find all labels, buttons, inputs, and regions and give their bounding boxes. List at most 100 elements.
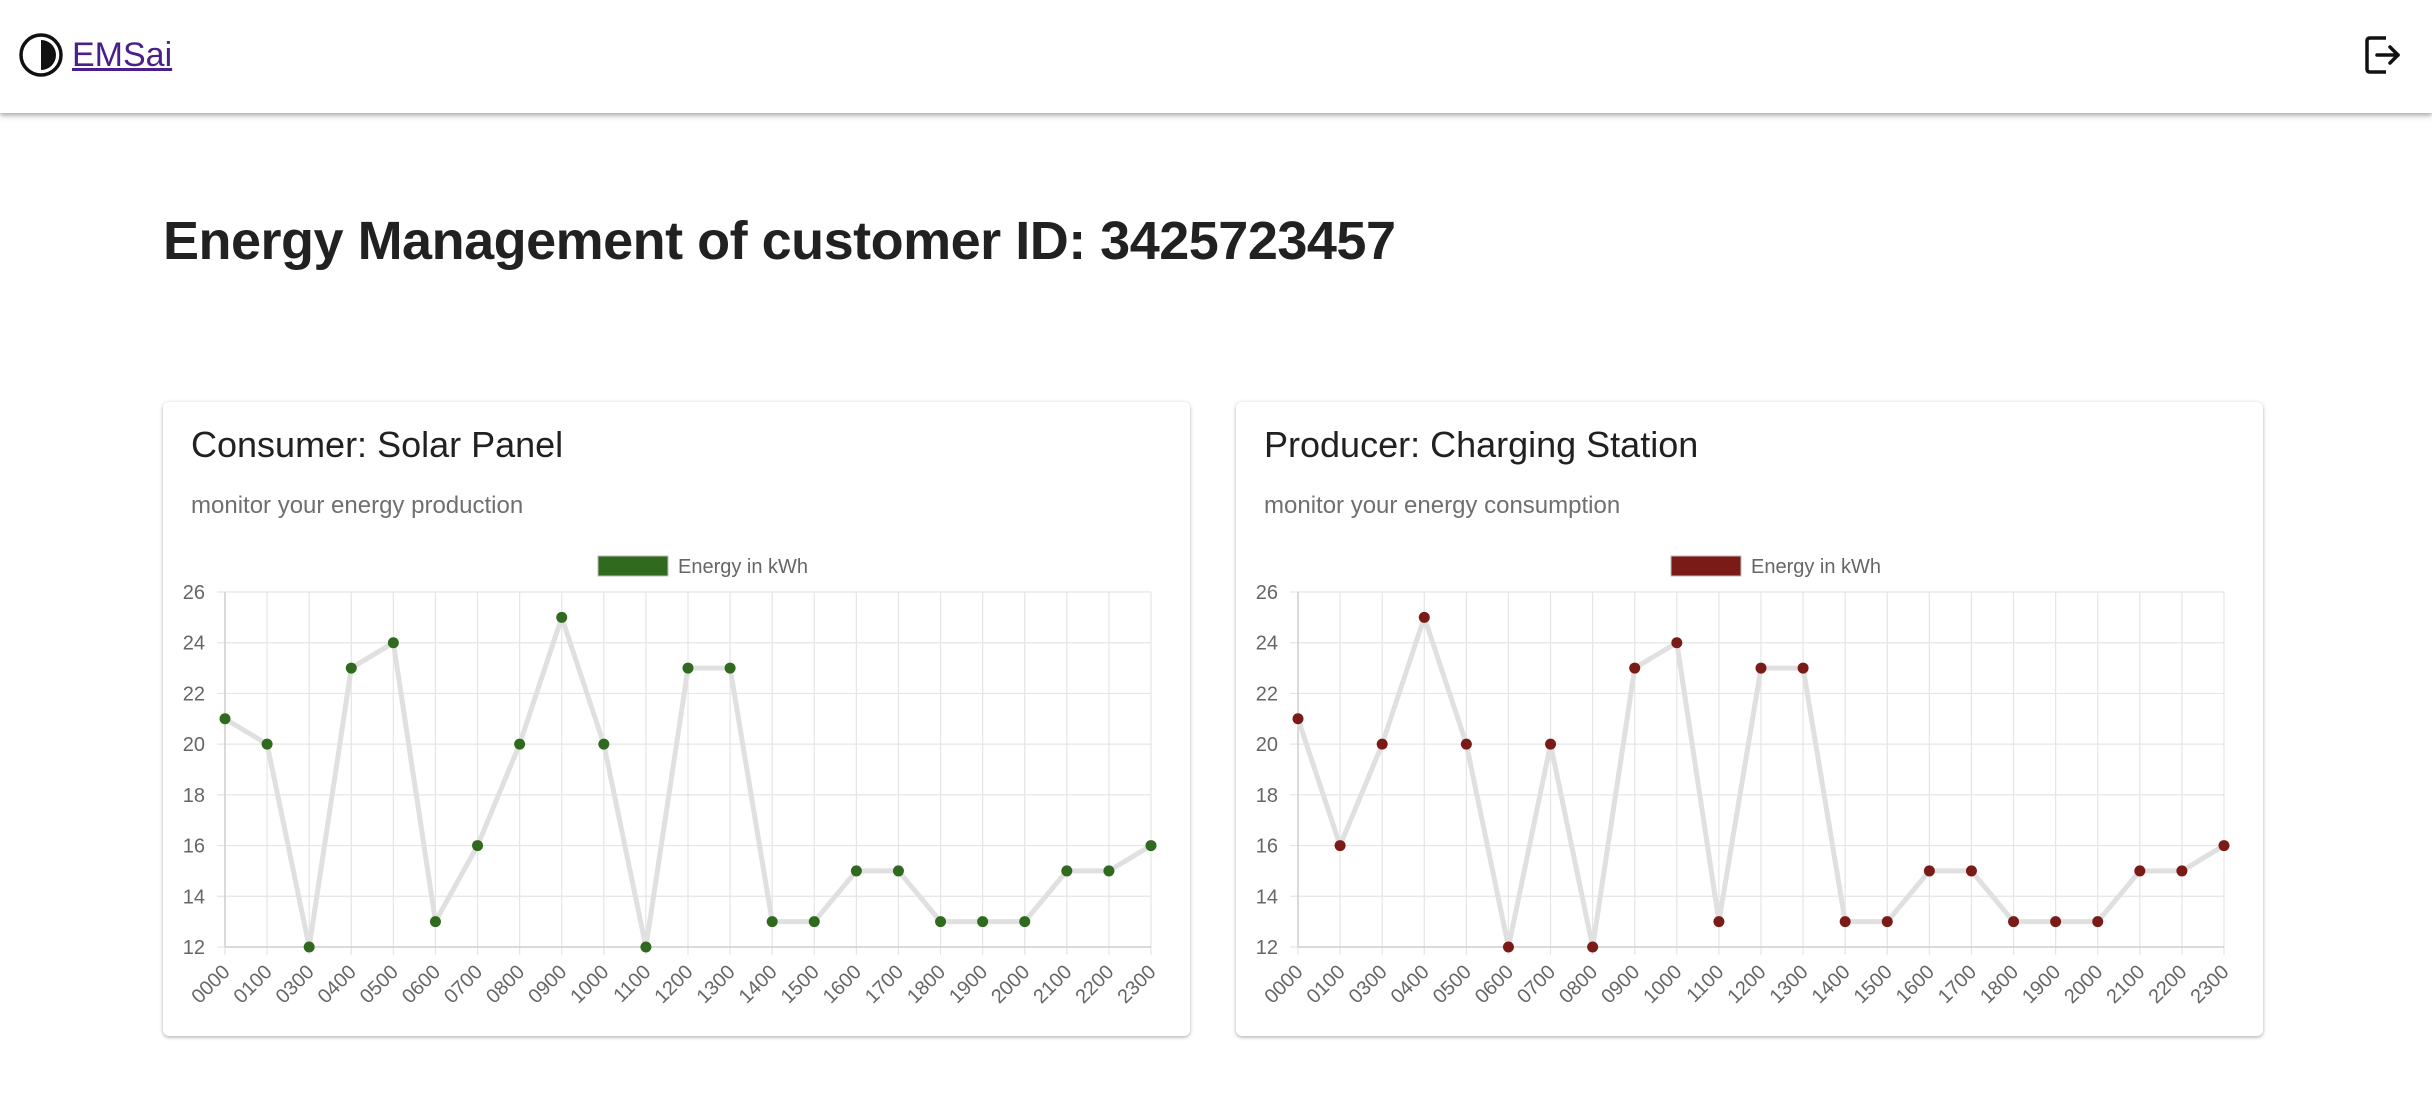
data-point bbox=[766, 916, 778, 928]
page-title: Energy Management of customer ID: 342572… bbox=[163, 211, 1396, 271]
y-tick-label: 14 bbox=[183, 886, 205, 908]
data-point bbox=[1019, 916, 1031, 928]
y-tick-label: 14 bbox=[1256, 886, 1278, 908]
data-point bbox=[2218, 840, 2230, 852]
x-tick-label: 0600 bbox=[398, 961, 445, 1008]
data-point bbox=[1839, 916, 1851, 928]
data-point bbox=[724, 662, 736, 674]
data-point bbox=[219, 713, 231, 725]
data-point bbox=[2092, 916, 2104, 928]
data-point bbox=[472, 840, 484, 852]
y-tick-label: 16 bbox=[1256, 836, 1278, 858]
data-point bbox=[1755, 662, 1767, 674]
y-tick-label: 18 bbox=[183, 785, 205, 807]
y-tick-label: 22 bbox=[1256, 683, 1278, 705]
data-point bbox=[1292, 713, 1304, 725]
x-tick-label: 1500 bbox=[1850, 961, 1897, 1008]
data-point bbox=[682, 662, 694, 674]
data-point bbox=[598, 738, 610, 750]
x-tick-label: 2200 bbox=[1071, 961, 1118, 1008]
x-tick-label: 0100 bbox=[1303, 961, 1350, 1008]
card-subtitle: monitor your energy production bbox=[191, 492, 524, 519]
x-tick-label: 1100 bbox=[1682, 961, 1728, 1007]
data-point bbox=[1460, 738, 1472, 750]
y-tick-label: 12 bbox=[1256, 937, 1278, 959]
y-tick-label: 24 bbox=[183, 633, 205, 655]
y-tick-label: 20 bbox=[183, 734, 205, 756]
data-point bbox=[387, 637, 399, 649]
data-point bbox=[935, 916, 947, 928]
legend-swatch bbox=[1670, 555, 1742, 577]
data-point bbox=[1061, 865, 1073, 877]
data-point bbox=[556, 611, 568, 623]
x-tick-label: 0700 bbox=[440, 961, 487, 1008]
data-point bbox=[977, 916, 989, 928]
producer-card: Producer: Charging Station monitor your … bbox=[1236, 402, 2263, 1036]
data-point bbox=[345, 662, 357, 674]
logout-button[interactable] bbox=[2360, 32, 2406, 78]
x-tick-label: 1600 bbox=[819, 961, 866, 1008]
data-point bbox=[808, 916, 820, 928]
data-point bbox=[1145, 840, 1157, 852]
x-tick-label: 2200 bbox=[2144, 961, 2191, 1008]
data-point bbox=[640, 941, 652, 953]
data-point bbox=[429, 916, 441, 928]
data-point bbox=[1797, 662, 1809, 674]
legend-label: Energy in kWh bbox=[678, 556, 808, 578]
y-tick-label: 22 bbox=[183, 683, 205, 705]
y-tick-label: 12 bbox=[183, 937, 205, 959]
x-tick-label: 1800 bbox=[1976, 961, 2023, 1008]
x-tick-label: 1900 bbox=[945, 961, 992, 1008]
data-point bbox=[850, 865, 862, 877]
x-tick-label: 0400 bbox=[1387, 961, 1434, 1008]
x-tick-label: 0700 bbox=[1513, 961, 1560, 1008]
x-tick-label: 0600 bbox=[1471, 961, 1518, 1008]
x-tick-label: 0300 bbox=[272, 961, 319, 1008]
data-point bbox=[1587, 941, 1599, 953]
x-tick-label: 0400 bbox=[314, 961, 361, 1008]
chart-legend: Energy in kWh bbox=[1670, 555, 1881, 578]
data-point bbox=[1376, 738, 1388, 750]
data-point bbox=[1881, 916, 1893, 928]
data-point bbox=[2008, 916, 2020, 928]
legend-label: Energy in kWh bbox=[1751, 556, 1881, 578]
x-tick-label: 0100 bbox=[230, 961, 277, 1008]
data-point bbox=[2050, 916, 2062, 928]
data-point bbox=[1334, 840, 1346, 852]
x-tick-label: 0300 bbox=[1345, 961, 1392, 1008]
x-tick-label: 1300 bbox=[693, 961, 740, 1008]
x-tick-label: 0000 bbox=[188, 961, 235, 1008]
y-tick-label: 18 bbox=[1256, 785, 1278, 807]
y-tick-label: 24 bbox=[1256, 633, 1278, 655]
chart-legend: Energy in kWh bbox=[597, 555, 808, 578]
x-tick-label: 1400 bbox=[735, 961, 782, 1008]
x-tick-label: 1200 bbox=[1724, 961, 1771, 1008]
data-point bbox=[1502, 941, 1514, 953]
brand-link[interactable]: EMSai bbox=[18, 30, 172, 80]
x-tick-label: 1700 bbox=[1934, 961, 1981, 1008]
x-tick-label: 2100 bbox=[1029, 961, 1076, 1008]
x-tick-label: 0500 bbox=[1429, 961, 1476, 1008]
x-tick-label: 1800 bbox=[903, 961, 950, 1008]
data-point bbox=[1965, 865, 1977, 877]
data-point bbox=[261, 738, 273, 750]
data-point bbox=[2134, 865, 2146, 877]
x-tick-label: 0800 bbox=[1555, 961, 1602, 1008]
half-circle-contrast-icon bbox=[19, 33, 63, 77]
x-tick-label: 0900 bbox=[524, 961, 571, 1008]
data-point bbox=[1923, 865, 1935, 877]
x-tick-label: 1200 bbox=[651, 961, 698, 1008]
producer-energy-chart: Energy in kWh 12 14 16 18 20 22 24 26 00000100030… bbox=[1256, 555, 2234, 1008]
logout-icon bbox=[2365, 36, 2400, 74]
data-point bbox=[1713, 916, 1725, 928]
y-tick-label: 26 bbox=[183, 582, 205, 604]
x-tick-label: 0500 bbox=[356, 961, 403, 1008]
x-tick-label: 2300 bbox=[1114, 961, 1161, 1008]
data-point bbox=[1418, 611, 1430, 623]
card-subtitle: monitor your energy consumption bbox=[1264, 492, 1621, 519]
x-tick-label: 0800 bbox=[482, 961, 529, 1008]
data-point bbox=[1671, 637, 1683, 649]
x-tick-label: 1600 bbox=[1892, 961, 1939, 1008]
y-tick-label: 16 bbox=[183, 836, 205, 858]
x-tick-label: 2300 bbox=[2187, 961, 2234, 1008]
